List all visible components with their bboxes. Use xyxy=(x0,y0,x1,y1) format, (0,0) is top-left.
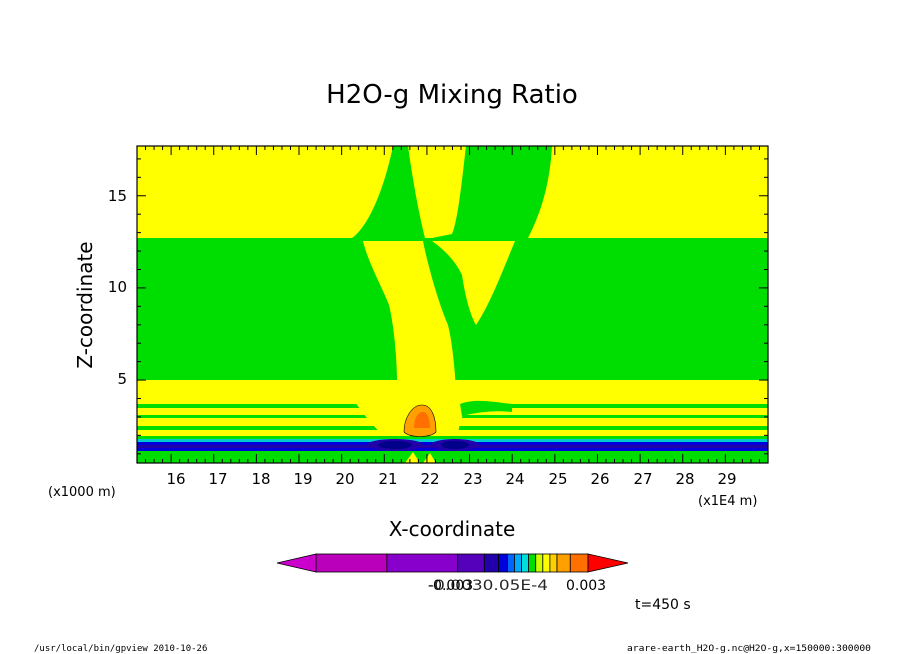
x-tick-label: 27 xyxy=(633,470,652,488)
colorbar xyxy=(276,553,629,573)
field-upper-mid-block xyxy=(408,146,466,238)
colorbar-segment xyxy=(535,553,544,573)
colorbar-segment xyxy=(457,553,485,573)
colorbar-segment xyxy=(542,553,551,573)
y-tick-label: 10 xyxy=(108,278,127,296)
field-band-7 xyxy=(137,430,768,436)
colorbar-segment xyxy=(521,553,530,573)
footer-right: arare-earth_H2O-g.nc@H2O-g,x=150000:3000… xyxy=(627,644,871,654)
x-tick-label: 19 xyxy=(293,470,312,488)
chart-title: H2O-g Mixing Ratio xyxy=(326,80,578,110)
colorbar-segment xyxy=(514,553,522,573)
x-tick-label: 29 xyxy=(717,470,736,488)
y-axis-label: Z-coordinate xyxy=(73,241,97,368)
field-upper-right-block xyxy=(528,146,768,238)
x-tick-label: 16 xyxy=(166,470,185,488)
y-tick-label: 15 xyxy=(108,187,127,205)
colorbar-segment xyxy=(506,553,515,573)
x-tick-labels: 16 17 18 19 20 21 22 23 24 25 26 27 28 2… xyxy=(166,470,736,488)
colorbar-overflow-arrow xyxy=(587,553,629,573)
colorbar-segment xyxy=(549,553,558,573)
plot-frame xyxy=(136,145,769,464)
colorbar-segment xyxy=(528,553,537,573)
colorbar-label-min: -0.003 xyxy=(428,578,473,594)
x-tick-label: 26 xyxy=(590,470,609,488)
y-tick-labels: 5 10 15 xyxy=(108,187,127,388)
field-central-plume xyxy=(363,241,456,402)
field-band-8 xyxy=(137,436,768,439)
field-orange-inner xyxy=(414,412,430,428)
colorbar-label-max: 0.003 xyxy=(566,578,606,594)
x-tick-label: 25 xyxy=(548,470,567,488)
field-right-ripples xyxy=(460,400,512,416)
colorbar-segment xyxy=(569,553,589,573)
x-tick-label: 20 xyxy=(335,470,354,488)
colorbar-segment xyxy=(483,553,499,573)
footer-left: /usr/local/bin/gpview 2010-10-26 xyxy=(34,644,207,654)
colorbar-label-overlap: -0.0030.05E-4 xyxy=(428,578,548,594)
x-tick-label: 21 xyxy=(378,470,397,488)
plot-axes xyxy=(136,146,769,463)
y-tick-label: 5 xyxy=(117,370,127,388)
contour-field xyxy=(137,146,768,463)
x-tick-label: 22 xyxy=(420,470,439,488)
time-annotation: t=450 s xyxy=(635,597,691,613)
x-tick-label: 17 xyxy=(208,470,227,488)
field-blue-core-left-inner xyxy=(378,441,412,449)
colorbar-segment xyxy=(386,553,459,573)
colorbar-segment xyxy=(315,553,388,573)
field-bottom-yellow xyxy=(405,452,436,463)
field-band-13 xyxy=(137,451,768,463)
colorbar-underflow-arrow xyxy=(276,553,317,573)
colorbar-segment xyxy=(498,553,508,573)
field-blue-core-right-inner xyxy=(441,441,469,449)
x-unit-label: (x1E4 m) xyxy=(698,494,757,509)
field-band-1 xyxy=(137,380,768,404)
field-right-wedge xyxy=(432,241,515,325)
x-tick-label: 28 xyxy=(675,470,694,488)
x-tick-label: 18 xyxy=(251,470,270,488)
x-tick-label: 23 xyxy=(463,470,482,488)
x-tick-label: 24 xyxy=(505,470,524,488)
y-unit-label: (x1000 m) xyxy=(48,485,116,500)
x-axis-label: X-coordinate xyxy=(389,517,516,541)
colorbar-segment xyxy=(556,553,571,573)
field-upper-left-block xyxy=(137,146,393,238)
